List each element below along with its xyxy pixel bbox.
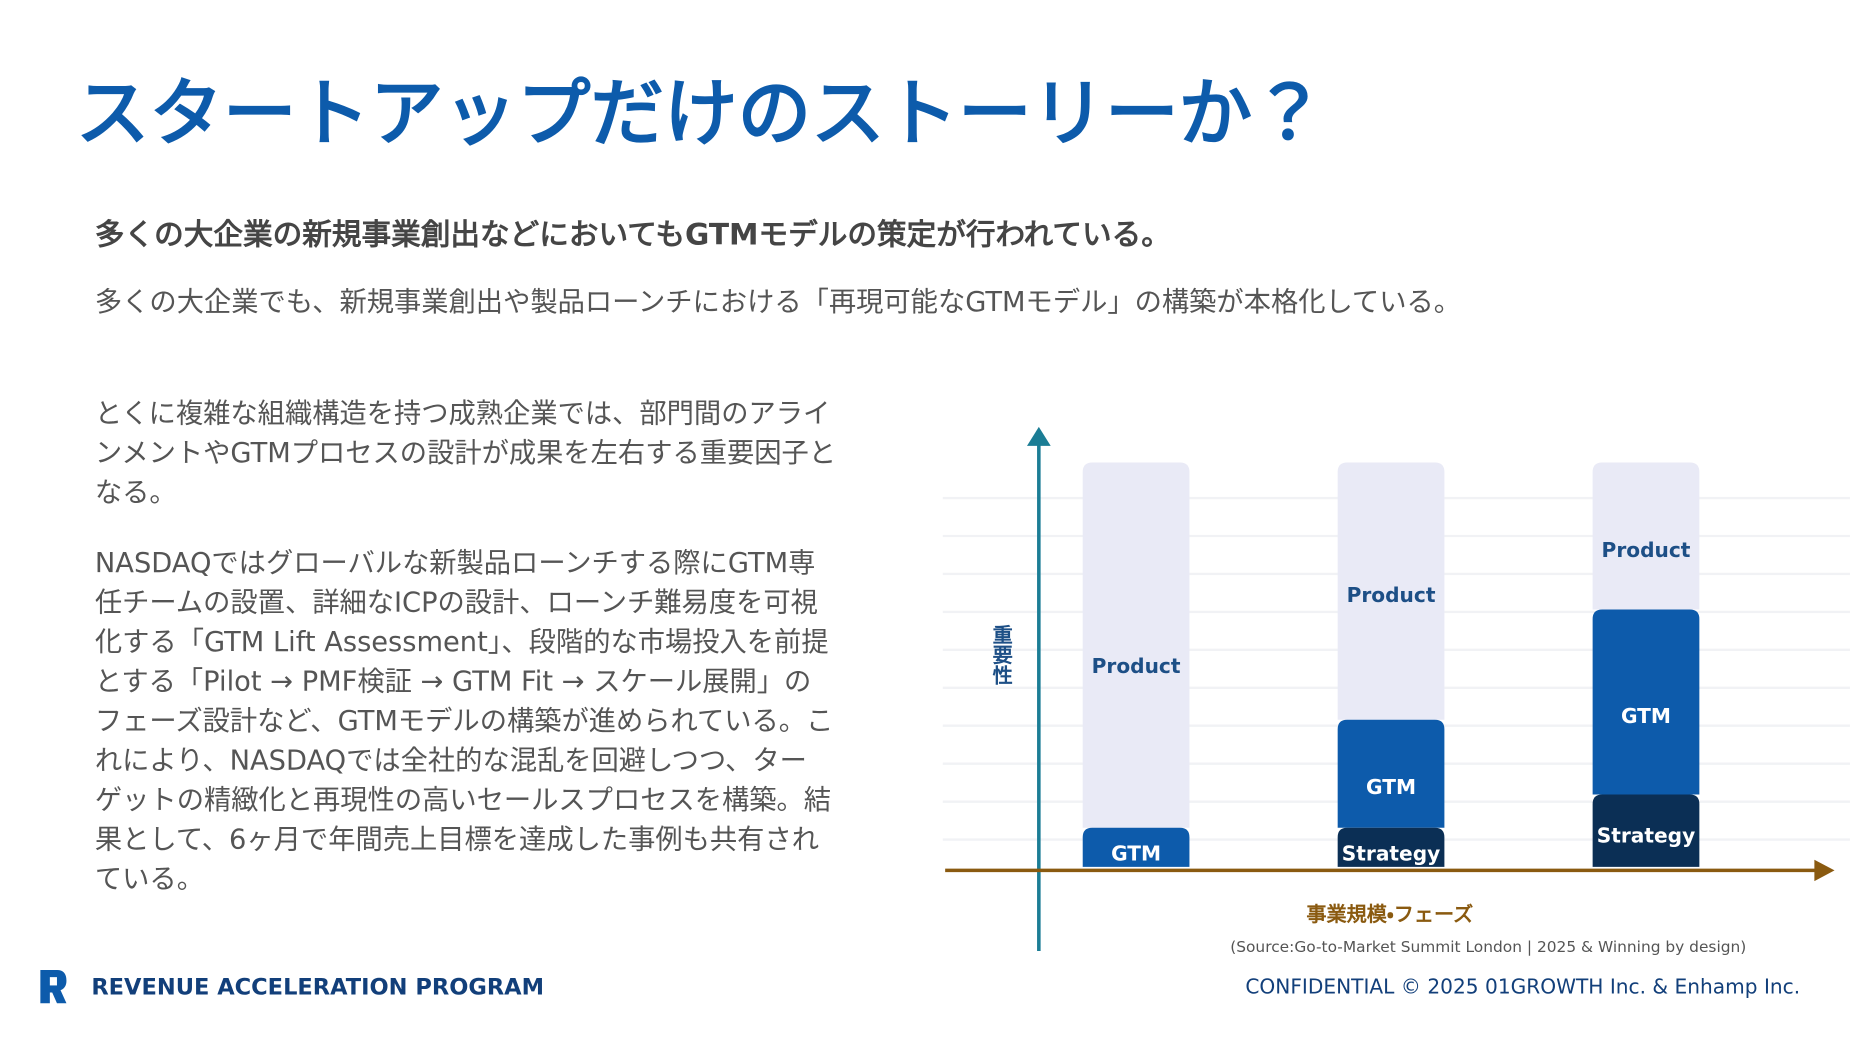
body-line: ている。	[95, 864, 204, 895]
segment-label: Product	[1347, 583, 1436, 607]
title: スタートアップだけのストーリーか？	[76, 72, 1326, 157]
segment-label: Strategy	[1597, 824, 1695, 848]
column-segment	[1082, 827, 1190, 867]
segment-label: Product	[1092, 654, 1181, 678]
x-axis-label: 事業規模・フェーズ	[1306, 902, 1473, 926]
body-line: れにより、NASDAQでは全社的な混乱を回避しつつ、ター	[95, 745, 807, 776]
column-segment	[1592, 609, 1700, 795]
body-line: フェーズ設計など、GTMモデルの構築が進められている。こ	[95, 706, 833, 737]
columns: Product GTM Product GTM Strategy Product GTM St…	[1082, 462, 1700, 867]
y-axis-arrow	[1026, 426, 1051, 446]
y-axis-label: 重要性	[989, 624, 1013, 685]
footer-program: REVENUE ACCELERATION PROGRAM	[91, 974, 544, 1000]
column-segment	[1592, 794, 1700, 867]
segment-label: GTM	[1111, 841, 1161, 865]
segment-label: Strategy	[1342, 841, 1440, 865]
segment-label: GTM	[1621, 704, 1671, 728]
column-segment	[1082, 462, 1190, 828]
column-segment	[1337, 827, 1445, 867]
body-line: ンメントやGTMプロセスの設計が成果を左右する重要因子と	[95, 438, 836, 469]
body-line: 果として、6ヶ月で年間売上目標を達成した事例も共有され	[95, 824, 819, 855]
body-line: 任チームの設置、詳細なICPの設計、ローンチ難易度を可視	[95, 587, 818, 618]
body-text: とくに複雑な組織構造を持つ成熟企業では、部門間のアラインメントやGTMプロセスの…	[95, 399, 836, 895]
body-line: 化する「GTM Lift Assessment」、段階的な市場投入を前提	[95, 627, 829, 658]
body-line: NASDAQではグローバルな新製品ローンチする際にGTM専	[95, 548, 816, 579]
segment-label: Product	[1602, 538, 1691, 562]
lead: 多くの大企業でも、新規事業創出や製品ローンチにおける「再現可能なGTMモデル」の…	[95, 287, 1461, 318]
body-line: ゲットの精緻化と再現性の高いセールスプロセスを構築。結	[95, 785, 831, 816]
body-line: なる。	[95, 478, 177, 509]
column-segment	[1337, 462, 1445, 720]
segment-label: GTM	[1366, 775, 1416, 799]
x-axis-arrow	[1814, 859, 1835, 882]
column-segment	[1337, 719, 1445, 828]
logo	[40, 970, 67, 1004]
body-line: とする「Pilot → PMF検証 → GTM Fit → スケール展開」の	[95, 666, 811, 697]
body-line: とくに複雑な組織構造を持つ成熟企業では、部門間のアライ	[95, 399, 830, 430]
subtitle: 多くの大企業の新規事業創出などにおいてもGTMモデルの策定が行われている。	[95, 216, 1171, 251]
column-segment	[1592, 462, 1700, 610]
footer-confidential: CONFIDENTIAL © 2025 01GROWTH Inc. & Enha…	[1245, 974, 1800, 998]
source: (Source:Go-to-Market Summit London | 202…	[1230, 938, 1746, 956]
